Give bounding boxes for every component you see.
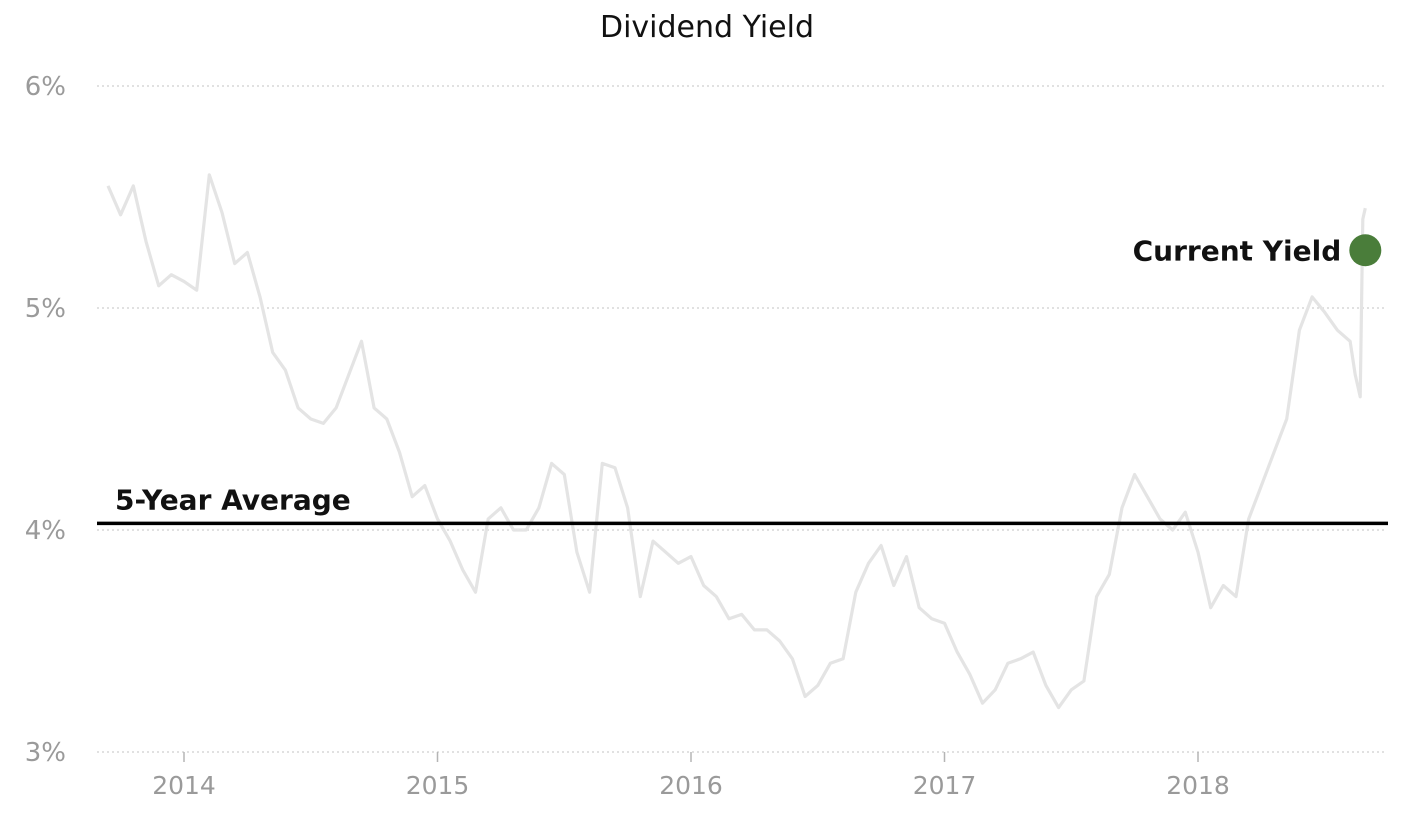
y-tick-label: 6% [25, 72, 66, 102]
x-tick-label: 2014 [152, 771, 216, 800]
x-tick-label: 2017 [913, 771, 977, 800]
y-tick-label: 3% [25, 738, 66, 768]
current-yield-marker [1349, 234, 1382, 267]
y-axis-ticks: 3% 4% 5% 6% [25, 72, 66, 768]
x-tick-label: 2016 [659, 771, 723, 800]
current-yield-label: Current Yield [1133, 234, 1342, 267]
x-tick-label: 2018 [1166, 771, 1230, 800]
y-tick-label: 5% [25, 294, 66, 324]
gridlines [97, 85, 1386, 753]
five-year-average-label: 5-Year Average [115, 483, 351, 516]
chart-title: Dividend Yield [600, 10, 814, 45]
y-tick-label: 4% [25, 516, 66, 546]
x-tick-label: 2015 [406, 771, 470, 800]
x-axis-ticks: 2014 2015 2016 2017 2018 [152, 752, 1230, 800]
dividend-yield-series-line [106, 173, 1367, 710]
